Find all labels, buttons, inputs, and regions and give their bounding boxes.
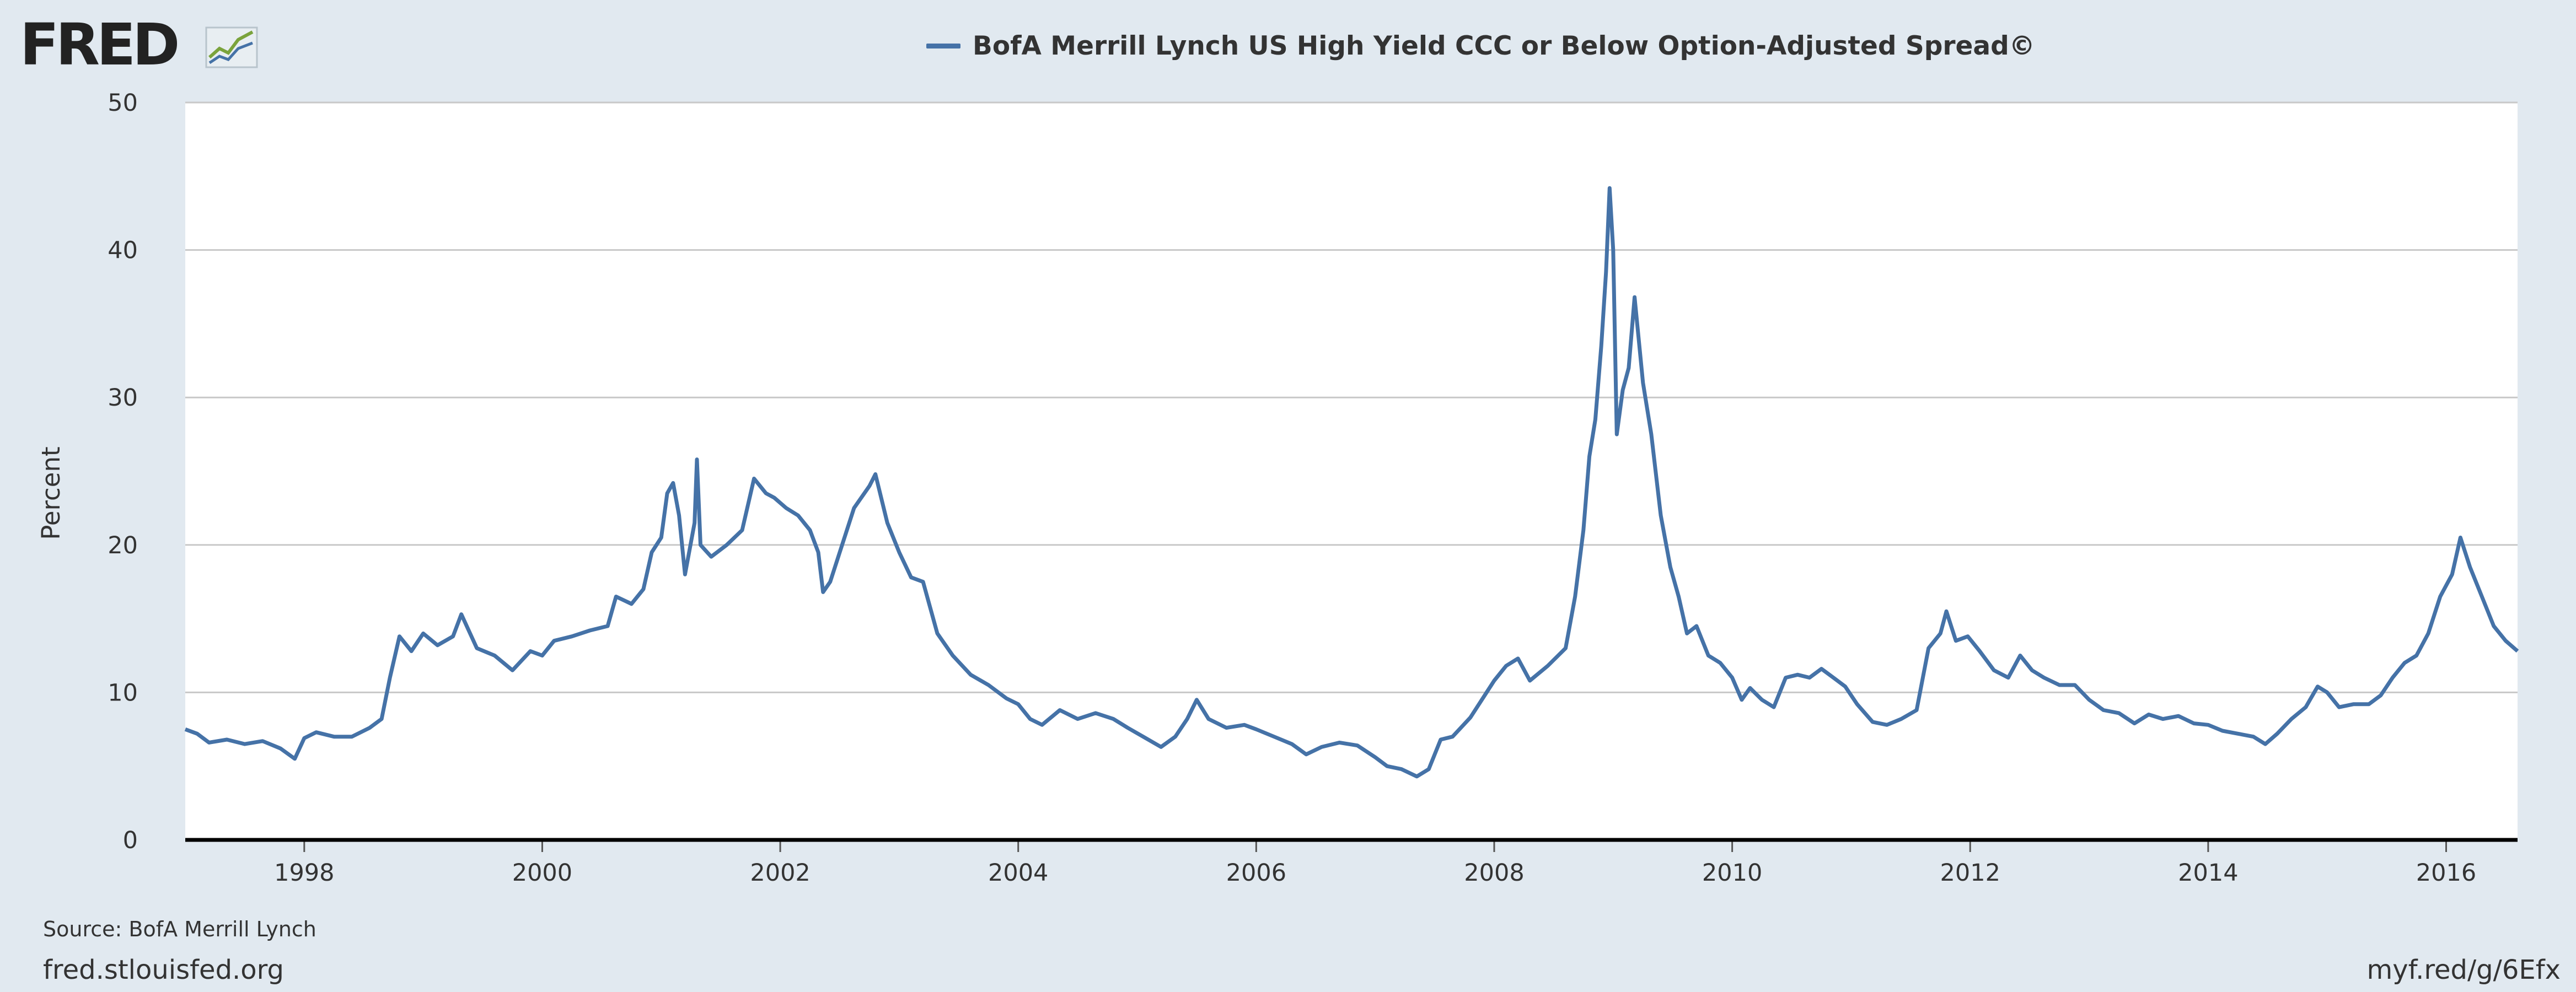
y-axis-title: Percent <box>36 446 66 540</box>
site-link[interactable]: fred.stlouisfed.org <box>43 955 285 985</box>
x-tick-label: 2000 <box>512 859 572 887</box>
y-axis: 0 10 20 30 40 50 <box>108 89 138 854</box>
x-tick-label: 2002 <box>750 859 810 887</box>
x-tick-label: 2004 <box>988 859 1048 887</box>
chart-legend[interactable]: BofA Merrill Lynch US High Yield CCC or … <box>926 28 2035 64</box>
short-url-link[interactable]: myf.red/g/6Efx <box>2366 955 2561 985</box>
source-note: Source: BofA Merrill Lynch <box>43 917 316 941</box>
fred-chart-icon <box>205 26 258 68</box>
y-tick-label: 0 <box>123 827 138 854</box>
plot-area <box>185 103 2518 840</box>
grid-lines <box>185 101 2518 693</box>
legend-swatch <box>926 43 960 48</box>
x-tick-label: 2016 <box>2416 859 2476 887</box>
y-tick-label: 20 <box>108 532 138 559</box>
x-axis: 1998 2000 2002 2004 2006 2008 2010 2012 2014 2016 <box>274 840 2476 887</box>
x-tick-label: 2014 <box>2178 859 2238 887</box>
fred-logo[interactable]: FRED <box>20 14 262 75</box>
y-tick-label: 50 <box>108 89 138 117</box>
x-tick-label: 2006 <box>1226 859 1286 887</box>
legend-label: BofA Merrill Lynch US High Yield CCC or … <box>973 30 2035 61</box>
x-tick-label: 2010 <box>1702 859 1762 887</box>
fred-logo-text: FRED <box>20 11 180 78</box>
series-line[interactable] <box>184 186 2519 779</box>
x-tick-label: 1998 <box>274 859 334 887</box>
y-tick-label: 40 <box>108 237 138 265</box>
x-tick-label: 2012 <box>1940 859 2000 887</box>
x-tick-label: 2008 <box>1464 859 1524 887</box>
y-tick-label: 10 <box>108 679 138 707</box>
y-tick-label: 30 <box>108 384 138 412</box>
